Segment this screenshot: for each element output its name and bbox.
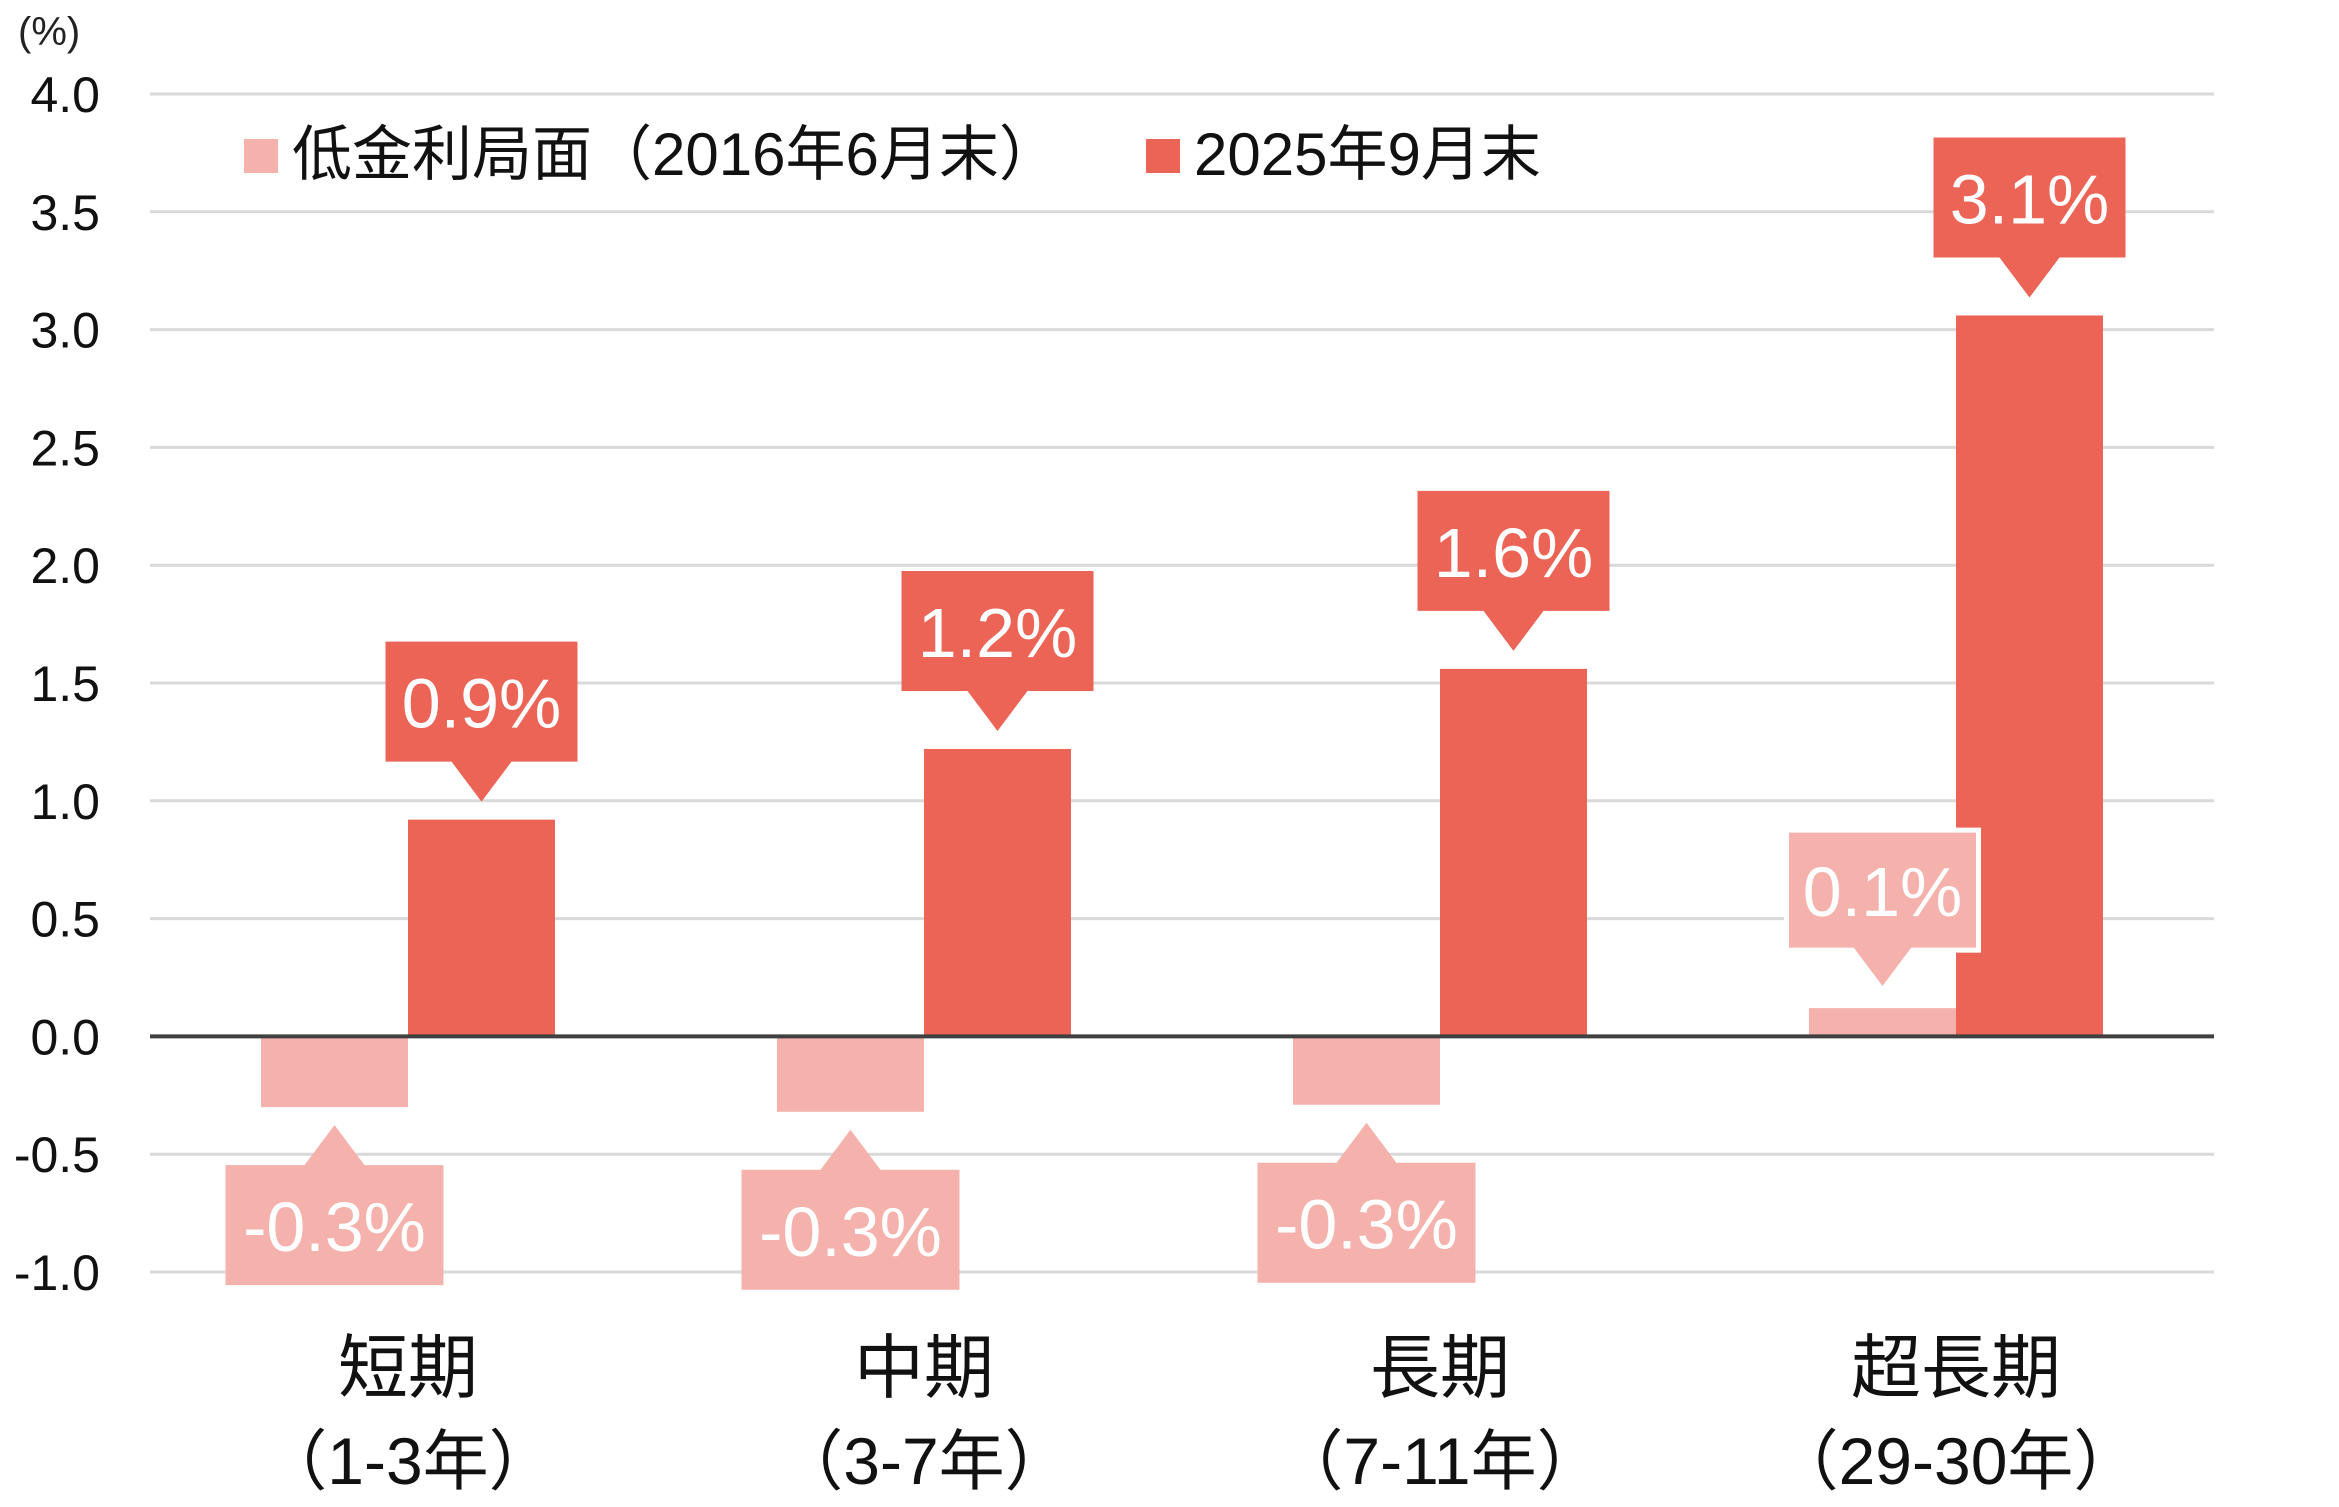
- data-label-callout: 1.6%: [1417, 490, 1610, 651]
- data-labels: -0.3% 0.9% -0.3% 1.2% -0.3% 1.6% 0.1% 3.1%: [225, 137, 2126, 1290]
- legend: 低金利局面（2016年6月末） 2025年9月末: [244, 121, 1541, 188]
- data-label-callout: 1.2%: [901, 570, 1094, 731]
- data-label: -0.3%: [243, 1188, 426, 1266]
- callout-box: [1417, 490, 1610, 651]
- data-label: 0.9%: [402, 665, 562, 743]
- callout-box: [1257, 1122, 1476, 1283]
- y-tick-label: 3.0: [30, 303, 100, 359]
- data-label-callout: 0.9%: [385, 641, 578, 802]
- y-tick-label: 2.5: [30, 420, 100, 476]
- data-label: -0.3%: [1275, 1186, 1458, 1264]
- y-tick-label: 2.0: [30, 538, 100, 594]
- category-label: 短期: [338, 1329, 478, 1407]
- data-label-callout: 0.1%: [1784, 827, 1981, 995]
- y-tick-label: -0.5: [14, 1127, 100, 1183]
- data-label: 1.2%: [918, 594, 1078, 672]
- category-sublabel: （1-3年）: [261, 1424, 554, 1498]
- y-tick-label: 0.5: [30, 892, 100, 948]
- y-tick-label: 1.5: [30, 656, 100, 712]
- y-tick-label: 0.0: [30, 1009, 100, 1065]
- y-tick-label: 3.5: [30, 185, 100, 241]
- bar-2025: [1440, 668, 1587, 1037]
- data-label-callout: -0.3%: [1257, 1122, 1476, 1283]
- category-sublabel: （7-11年）: [1277, 1424, 1602, 1498]
- legend-swatch-2016: [244, 139, 278, 173]
- data-label-callout: -0.3%: [741, 1129, 960, 1290]
- bar-2016: [261, 1036, 408, 1108]
- x-axis-labels: 短期 （1-3年） 中期 （3-7年） 長期 （7-11年） 超長期 （29-30年）: [261, 1329, 2139, 1498]
- data-label-callout: 3.1%: [1933, 137, 2126, 298]
- bar-2016: [1293, 1036, 1440, 1105]
- category-sublabel: （29-30年）: [1773, 1424, 2140, 1498]
- data-label: 0.1%: [1803, 853, 1963, 931]
- bars: [261, 315, 2103, 1112]
- category-sublabel: （3-7年）: [777, 1424, 1070, 1498]
- category-label: 超長期: [1851, 1329, 2061, 1407]
- data-label: -0.3%: [759, 1193, 942, 1271]
- bar-2025: [924, 748, 1071, 1037]
- y-axis-ticks: 4.0 3.5 3.0 2.5 2.0 1.5 1.0 0.5 0.0 -0.5 -1.0: [14, 67, 100, 1301]
- callout-box: [225, 1125, 444, 1286]
- data-label: 1.6%: [1434, 514, 1594, 592]
- callout-box: [741, 1129, 960, 1290]
- callout-box: [1933, 137, 2126, 298]
- callout-box: [1784, 827, 1981, 995]
- bar-2016: [1809, 1008, 1956, 1037]
- bar-2025: [408, 819, 555, 1037]
- data-label-callout: -0.3%: [225, 1125, 444, 1286]
- bar-2016: [777, 1036, 924, 1112]
- y-tick-label: 4.0: [30, 67, 100, 123]
- legend-label-2025: 2025年9月末: [1194, 121, 1541, 188]
- legend-swatch-2025: [1146, 139, 1180, 173]
- data-label: 3.1%: [1950, 160, 2110, 238]
- callout-box: [385, 641, 578, 802]
- callout-box: [901, 570, 1094, 731]
- y-tick-label: -1.0: [14, 1245, 100, 1301]
- legend-label-2016: 低金利局面（2016年6月末）: [292, 121, 1059, 188]
- y-tick-label: 1.0: [30, 774, 100, 830]
- category-label: 長期: [1370, 1329, 1510, 1407]
- category-label: 中期: [854, 1329, 994, 1407]
- y-axis-unit: (%): [18, 10, 80, 54]
